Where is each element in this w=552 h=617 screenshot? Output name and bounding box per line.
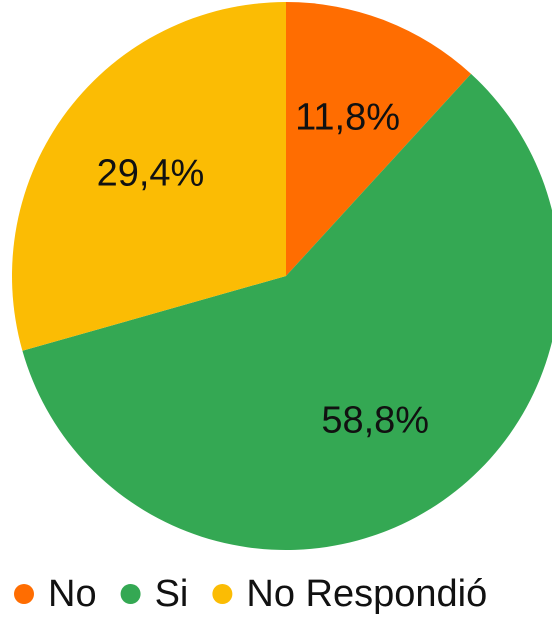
legend-marker-si [120, 584, 141, 604]
data-label-no-respondió: 29,4% [97, 153, 205, 195]
pie-slice-si [22, 73, 552, 550]
data-label-si: 58,8% [321, 400, 429, 442]
legend-marker-no-respondió [212, 584, 233, 604]
legend-label-no-respondió: No Respondió [246, 573, 487, 615]
legend-label-no: No [48, 573, 97, 615]
legend-marker-no [14, 584, 34, 604]
pie-slice-no [286, 2, 472, 276]
data-label-no: 11,8% [295, 97, 400, 139]
legend-label-si: Si [155, 573, 189, 615]
slice-labels: 11,8% 58,8% 29,4% [97, 97, 429, 442]
pie-slice-no-respondió [11, 2, 286, 351]
pie-slices [11, 2, 552, 550]
legend: No Si No Respondió [14, 573, 487, 615]
